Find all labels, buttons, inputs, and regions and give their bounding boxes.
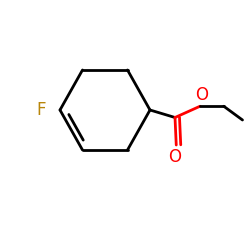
- Text: F: F: [36, 101, 46, 119]
- Text: O: O: [168, 148, 181, 166]
- Text: O: O: [195, 86, 208, 104]
